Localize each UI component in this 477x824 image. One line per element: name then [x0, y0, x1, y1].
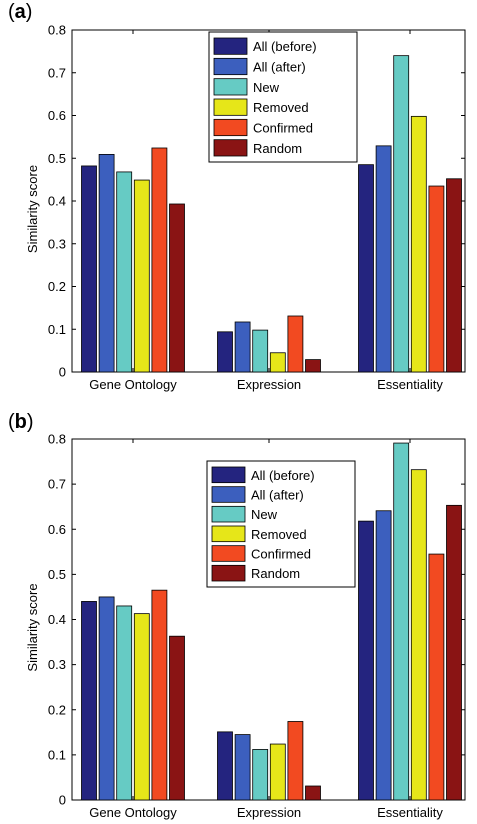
- bar-essentiality-confirmed: [428, 553, 445, 801]
- bar-expression-confirmed: [287, 721, 304, 801]
- y-axis-label-a: Similarity score: [25, 165, 40, 253]
- bar-essentiality-random: [446, 504, 462, 801]
- bar-gene-ontology-removed: [133, 613, 150, 801]
- bar-essentiality-removed: [410, 115, 427, 373]
- bar-gene-ontology-new: [116, 605, 133, 801]
- x-tick-label: Expression: [237, 805, 301, 820]
- bar-gene-ontology-confirmed: [151, 147, 168, 373]
- legend-swatch: [213, 139, 248, 157]
- legend-label: All (before): [251, 468, 315, 483]
- bar-expression-all-after: [234, 734, 251, 801]
- bar-essentiality-all-before: [358, 520, 374, 801]
- legend-label: Random: [253, 141, 302, 156]
- x-tick-label: Essentiality: [377, 377, 443, 392]
- x-tick-label: Expression: [237, 377, 301, 392]
- figure-panel-b: (b) 0 0.1 0.2 0.3 0.4 0.5 0.6 0.7 0.8 Similarity s…: [0, 412, 477, 824]
- legend-swatch: [211, 545, 246, 562]
- bar-essentiality-new: [393, 442, 410, 801]
- panel-label-b: (b): [8, 412, 34, 433]
- bar-expression-all-before: [217, 731, 233, 801]
- y-tick-label: 0: [59, 793, 66, 808]
- bar-gene-ontology-all-after: [98, 596, 115, 801]
- bar-expression-random: [305, 785, 321, 801]
- bar-expression-confirmed: [287, 315, 304, 373]
- y-tick-label: 0.7: [48, 65, 66, 80]
- bar-gene-ontology-confirmed: [151, 589, 168, 801]
- y-tick-label: 0.1: [48, 322, 66, 337]
- bar-expression-random: [305, 359, 321, 373]
- x-tick-label: Gene Ontology: [89, 377, 177, 392]
- legend-label: Confirmed: [253, 121, 313, 136]
- panel-label-a: (a): [8, 1, 32, 23]
- bar-gene-ontology-random: [169, 203, 185, 373]
- y-tick-label: 0.2: [48, 279, 66, 294]
- y-tick-label: 0.3: [48, 657, 66, 672]
- legend-swatch: [211, 466, 246, 484]
- legend-swatch: [211, 525, 246, 543]
- y-tick-label: 0.5: [48, 151, 66, 166]
- bar-expression-removed: [269, 743, 286, 801]
- legend-label: All (before): [253, 39, 317, 54]
- bar-essentiality-all-before: [358, 164, 374, 373]
- y-tick-label: 0.4: [48, 612, 66, 627]
- bar-essentiality-random: [446, 178, 462, 373]
- legend-swatch: [213, 98, 248, 116]
- y-tick-label: 0.8: [48, 432, 66, 447]
- bar-chart-a: (a) 0 0.1 0.2 0.3 0.4 0.5 0.6 0.7 0.8 Similarity s…: [8, 1, 466, 392]
- legend-label: Random: [251, 566, 300, 581]
- y-tick-label: 0.7: [48, 477, 66, 492]
- legend-swatch: [213, 118, 248, 137]
- y-tick-label: 0.4: [48, 194, 66, 209]
- y-tick-label: 0.1: [48, 747, 66, 762]
- legend-label: New: [251, 507, 278, 522]
- bar-essentiality-confirmed: [428, 185, 445, 373]
- y-tick-label: 0.8: [48, 23, 66, 38]
- legend-swatch: [213, 37, 248, 55]
- legend-swatch: [213, 57, 248, 76]
- legend-label: Removed: [253, 100, 309, 115]
- y-tick-label: 0.2: [48, 702, 66, 717]
- legend-swatch: [211, 486, 246, 503]
- y-tick-label: 0.6: [48, 108, 66, 123]
- bar-expression-all-before: [217, 331, 233, 373]
- bar-gene-ontology-all-before: [81, 601, 97, 801]
- y-tick-label: 0.5: [48, 567, 66, 582]
- y-tick-label: 0: [59, 365, 66, 380]
- bar-gene-ontology-removed: [133, 179, 150, 373]
- bar-gene-ontology-random: [169, 635, 185, 801]
- bar-essentiality-all-after: [375, 510, 392, 801]
- bar-expression-removed: [269, 352, 286, 373]
- figure-panel-a: (a) 0 0.1 0.2 0.3 0.4 0.5 0.6 0.7 0.8 Similarity s…: [8, 1, 466, 392]
- x-tick-label: Essentiality: [377, 805, 443, 820]
- bar-gene-ontology-all-before: [81, 165, 97, 373]
- bar-essentiality-new: [393, 55, 410, 373]
- legend-swatch: [211, 505, 246, 523]
- legend-label: New: [253, 80, 280, 95]
- bar-essentiality-all-after: [375, 145, 392, 373]
- bar-expression-new: [252, 329, 269, 373]
- legend-swatch: [211, 564, 246, 582]
- legend-label: Confirmed: [251, 547, 311, 562]
- x-tick-label: Gene Ontology: [89, 805, 177, 820]
- y-axis-label-b: Similarity score: [25, 583, 40, 671]
- legend-label: All (after): [251, 488, 304, 503]
- legend-swatch: [213, 78, 248, 96]
- y-tick-label: 0.6: [48, 522, 66, 537]
- legend-label: All (after): [253, 60, 306, 75]
- bar-gene-ontology-all-after: [98, 154, 115, 373]
- bar-chart-b: (b) 0 0.1 0.2 0.3 0.4 0.5 0.6 0.7 0.8 Similarity s…: [8, 412, 466, 820]
- y-tick-label: 0.3: [48, 236, 66, 251]
- bar-gene-ontology-new: [116, 171, 133, 373]
- bar-expression-all-after: [234, 321, 251, 373]
- legend-label: Removed: [251, 527, 307, 542]
- bar-expression-new: [252, 749, 269, 801]
- bar-essentiality-removed: [410, 469, 427, 801]
